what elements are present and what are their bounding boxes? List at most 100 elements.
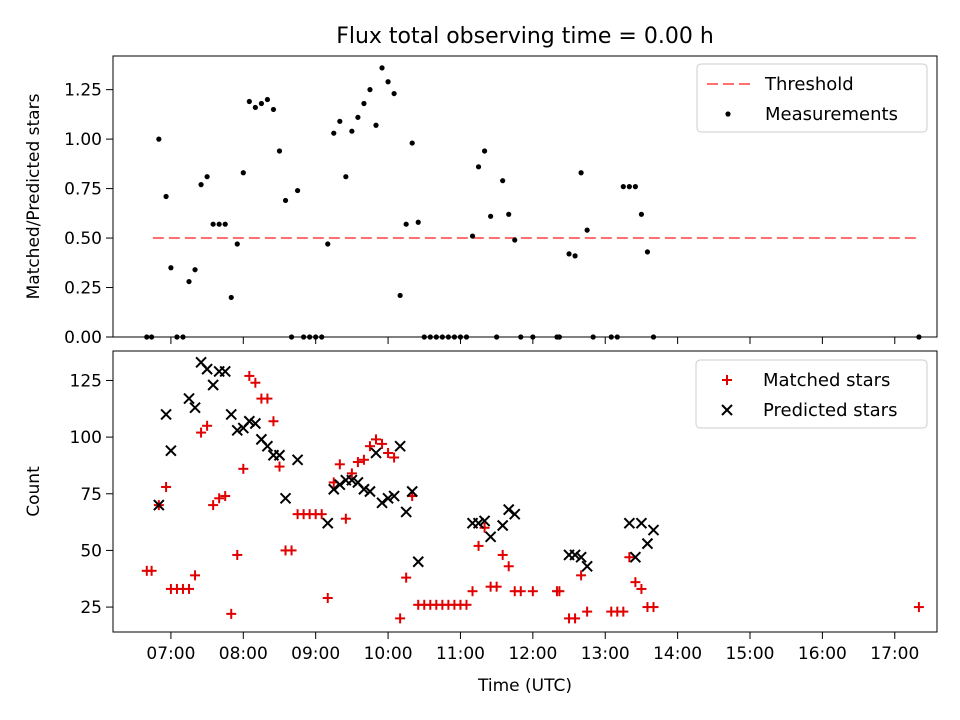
predicted-star-point	[641, 537, 654, 550]
matched-star-point	[497, 549, 508, 560]
x-tick-label: 07:00	[146, 644, 195, 664]
measurement-point	[222, 221, 228, 227]
measurement-point	[451, 334, 458, 340]
measurement-point	[916, 334, 922, 340]
predicted-star-point	[496, 519, 509, 532]
measurement-point	[644, 249, 651, 255]
bottom-panel: 25 50 75 100 125 07:00 08:00 09:00 10:00 11:00 12:…	[24, 350, 938, 696]
measurement-point	[512, 237, 518, 243]
chart-title: Flux total observing time = 0.00 h	[336, 24, 714, 49]
x-tick-label: 10:00	[364, 644, 413, 664]
measurement-point	[445, 334, 451, 340]
measurement-point	[246, 98, 252, 105]
matched-star-point	[268, 416, 279, 427]
matched-star-point	[238, 463, 249, 474]
legend-measurement-swatch	[725, 111, 731, 117]
measurement-point	[288, 334, 295, 340]
matched-star-point	[636, 583, 647, 594]
legend-threshold-label: Threshold	[764, 74, 854, 95]
measurement-point	[313, 334, 319, 340]
matched-star-point	[161, 481, 172, 492]
predicted-star-point	[503, 503, 515, 516]
matched-star-point	[274, 461, 285, 472]
matched-star-point	[473, 540, 484, 551]
y-tick-label: 1.00	[64, 130, 102, 150]
predicted-star-point	[406, 485, 418, 498]
matched-star-point	[479, 522, 490, 533]
matched-star-point	[461, 599, 472, 610]
measurement-point	[343, 174, 349, 180]
matched-star-point	[515, 586, 526, 597]
measurement-point	[566, 251, 572, 257]
predicted-star-point	[382, 492, 394, 505]
measurement-point	[210, 221, 216, 227]
measurement-point	[319, 334, 325, 340]
predicted-star-point	[153, 499, 165, 511]
predicted-star-point	[279, 492, 292, 505]
matched-star-point	[244, 370, 255, 381]
x-tick-label: 15:00	[726, 644, 775, 664]
measurement-point	[276, 148, 283, 154]
matched-star-point	[401, 572, 412, 583]
measurement-point	[578, 170, 584, 176]
y-tick-label: 0.50	[64, 229, 102, 249]
y-tick-label: 25	[80, 598, 102, 618]
measurement-point	[198, 182, 204, 188]
matched-star-point	[554, 586, 565, 597]
measurement-point	[355, 114, 361, 120]
predicted-star-point	[581, 560, 593, 572]
measurement-point	[174, 334, 180, 340]
predicted-star-point	[225, 408, 237, 421]
legend-measurement-label: Measurements	[765, 104, 898, 125]
predicted-star-point	[509, 508, 521, 520]
measurement-point	[307, 334, 313, 340]
legend-frame	[695, 359, 928, 429]
predicted-star-point	[484, 531, 497, 543]
measurement-point	[180, 334, 186, 340]
measurement-point	[367, 87, 373, 93]
matched-star-point	[220, 491, 231, 502]
matched-star-point	[624, 552, 635, 563]
matched-star-point	[467, 586, 478, 597]
measurement-point	[463, 334, 470, 340]
predicted-star-point	[183, 392, 195, 405]
predicted-star-point	[346, 474, 358, 486]
matched-star-point	[334, 459, 345, 470]
measurement-point	[590, 334, 596, 340]
matched-star-point	[503, 561, 514, 572]
measurement-point	[379, 65, 385, 71]
measurement-point	[584, 227, 590, 233]
top-panel: 0.00 0.25 0.50 0.75 1.00 1.25 Matched/Predicte…	[24, 55, 938, 348]
measurement-point	[156, 136, 162, 142]
measurement-point	[234, 241, 240, 247]
measurement-point	[421, 334, 427, 340]
measurement-point	[427, 334, 433, 340]
matched-star-point	[358, 454, 369, 465]
matched-star-point	[352, 457, 363, 468]
measurement-point	[163, 193, 169, 200]
measurement-point	[415, 219, 421, 225]
matched-star-point	[250, 377, 261, 388]
measurement-point	[301, 334, 307, 340]
matched-star-point	[232, 549, 243, 560]
predicted-star-point	[623, 517, 636, 529]
x-tick-label: 08:00	[219, 644, 268, 664]
y-tick-label: 0.00	[64, 328, 102, 348]
predicted-star-point	[243, 415, 256, 427]
matched-star-point	[286, 545, 297, 556]
matched-star-point	[316, 509, 327, 520]
measurement-point	[391, 90, 397, 97]
x-tick-label: 11:00	[436, 644, 485, 664]
matched-star-point	[208, 500, 219, 511]
measurement-point	[439, 334, 445, 340]
measurement-point	[632, 184, 638, 190]
measurement-point	[475, 164, 482, 170]
x-tick-label: 12:00	[508, 644, 557, 664]
measurement-point	[638, 211, 645, 217]
measurement-point	[614, 334, 620, 340]
matched-star-point	[322, 593, 333, 604]
matched-star-point	[630, 577, 641, 588]
measurement-point	[530, 334, 536, 340]
predicted-star-point	[334, 478, 346, 491]
measurement-point	[650, 334, 657, 340]
